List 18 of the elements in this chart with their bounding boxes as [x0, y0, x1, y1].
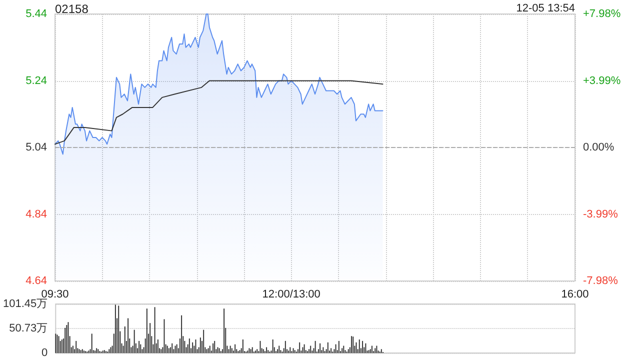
annotation: 12-05 13:54	[516, 2, 575, 14]
x-tick-label: 16:00	[561, 288, 589, 300]
y2-tick-label: -7.98%	[583, 275, 618, 287]
y2-tick-label: -3.99%	[583, 208, 618, 220]
chart-title: 02158	[55, 2, 89, 16]
y-tick-label: 5.04	[26, 142, 47, 154]
y2-tick-label: +3.99%	[583, 74, 621, 87]
y-tick-label: 50.73万	[9, 322, 48, 334]
line-series	[54, 80, 384, 145]
y-tick-label: 0	[42, 347, 48, 359]
y-tick-label: 4.84	[26, 208, 47, 220]
x-tick-label: 12:00/13:00	[262, 288, 320, 300]
y-tick-label: 101.45万	[2, 298, 48, 310]
y-tick-label: 5.24	[26, 74, 47, 87]
y2-tick-label: +7.98%	[583, 8, 621, 20]
y-tick-label: 5.44	[26, 8, 47, 20]
y2-tick-label: 0.00%	[583, 142, 614, 154]
y-tick-label: 4.64	[26, 275, 47, 287]
